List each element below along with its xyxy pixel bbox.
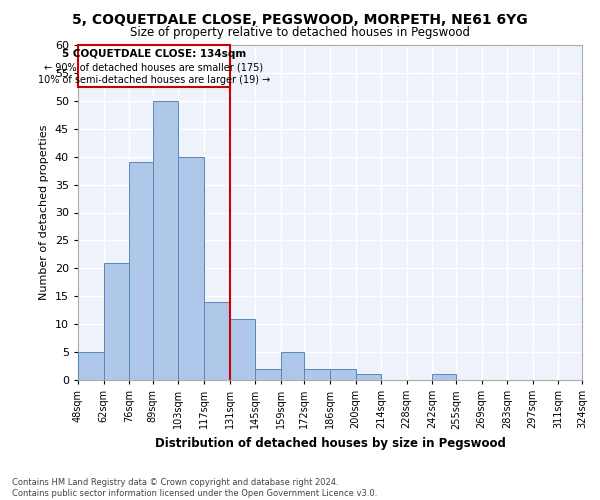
Text: 5, COQUETDALE CLOSE, PEGSWOOD, MORPETH, NE61 6YG: 5, COQUETDALE CLOSE, PEGSWOOD, MORPETH, …: [72, 12, 528, 26]
Bar: [230, 318, 255, 380]
FancyBboxPatch shape: [78, 45, 230, 87]
Text: Size of property relative to detached houses in Pegswood: Size of property relative to detached ho…: [130, 26, 470, 39]
Text: 5 COQUETDALE CLOSE: 134sqm: 5 COQUETDALE CLOSE: 134sqm: [62, 48, 246, 58]
X-axis label: Distribution of detached houses by size in Pegswood: Distribution of detached houses by size …: [155, 437, 505, 450]
Bar: [356, 374, 381, 380]
Bar: [78, 352, 104, 380]
Bar: [281, 352, 304, 380]
Bar: [304, 369, 330, 380]
Text: ← 90% of detached houses are smaller (175): ← 90% of detached houses are smaller (17…: [44, 62, 263, 72]
Text: Contains HM Land Registry data © Crown copyright and database right 2024.
Contai: Contains HM Land Registry data © Crown c…: [12, 478, 377, 498]
Bar: [432, 374, 456, 380]
Bar: [153, 101, 178, 380]
Bar: [204, 302, 230, 380]
Bar: [255, 369, 281, 380]
Bar: [104, 263, 129, 380]
Text: 10% of semi-detached houses are larger (19) →: 10% of semi-detached houses are larger (…: [38, 76, 270, 86]
Bar: [178, 156, 204, 380]
Bar: [330, 369, 356, 380]
Y-axis label: Number of detached properties: Number of detached properties: [39, 125, 49, 300]
Bar: [129, 162, 153, 380]
